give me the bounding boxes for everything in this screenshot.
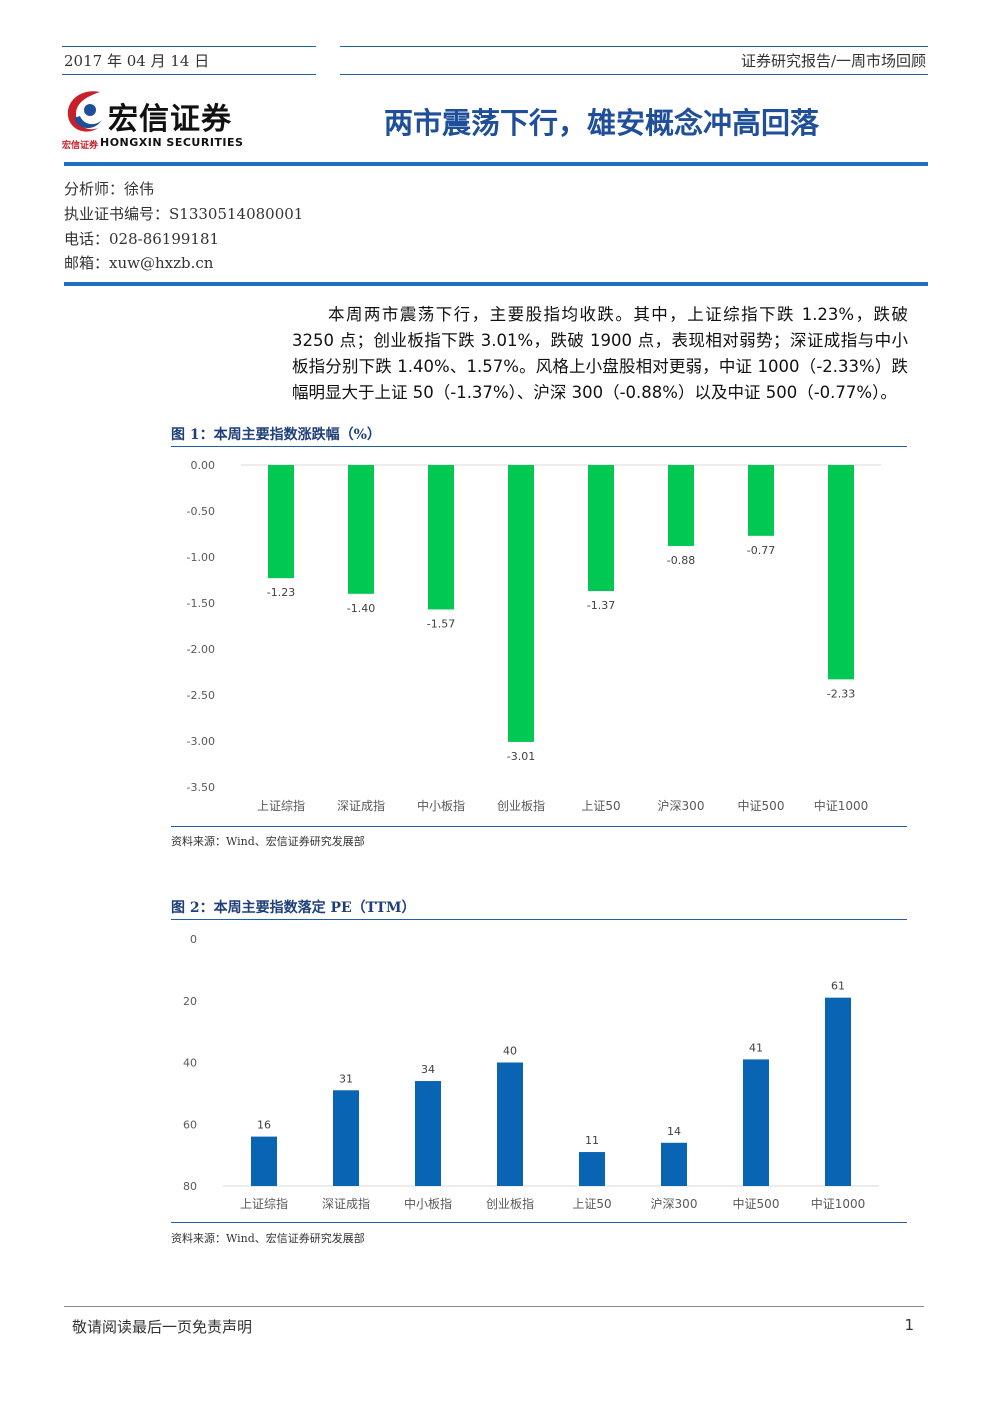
chart0-ytick: -1.00 [187, 551, 215, 564]
chart1-bar [579, 1152, 605, 1186]
chart0-bar [348, 465, 374, 594]
analyst-divider [64, 282, 928, 286]
chart1-bar [333, 1090, 359, 1186]
company-logo-icon [67, 91, 102, 132]
chart0-value-label: -3.01 [507, 750, 535, 763]
chart0-ytick: -2.00 [187, 643, 215, 656]
chart1-value-label: 14 [667, 1125, 681, 1138]
chart0-category-label: 中证1000 [814, 798, 869, 813]
figure2-chart: 0 20 40 60 80 16 上证综指 31 深证成指 34 中小板指 40 创业板指 11 上证50 1… [183, 933, 879, 1211]
chart0-value-label: -0.88 [667, 554, 695, 567]
chart1-bar [661, 1142, 687, 1186]
chart1-value-label: 61 [831, 980, 845, 993]
chart0-category-label: 中小板指 [417, 798, 465, 813]
chart0-bar [668, 465, 694, 546]
chart1-value-label: 34 [421, 1063, 435, 1076]
header-divider-right-bottom [340, 74, 928, 75]
chart0-ytick: 0.00 [191, 459, 216, 472]
company-name-small: 宏信证券 [62, 141, 99, 151]
header-divider-right [340, 46, 928, 47]
chart1-category-label: 上证综指 [240, 1196, 288, 1211]
chart1-category-label: 上证50 [572, 1197, 611, 1211]
chart0-value-label: -1.23 [267, 586, 295, 599]
chart0-category-label: 上证50 [581, 799, 620, 813]
chart1-value-label: 16 [257, 1119, 271, 1132]
chart1-category-label: 沪深300 [651, 1197, 698, 1211]
figure2-title: 图 2：本周主要指数落定 PE（TTM） [171, 900, 416, 916]
analyst-email: 邮箱：xuw@hxzb.cn [64, 254, 214, 272]
analyst-name: 分析师：徐伟 [64, 180, 155, 198]
chart1-value-label: 41 [749, 1041, 763, 1054]
report-date: 2017 年 04 月 14 日 [64, 52, 210, 70]
chart0-category-label: 沪深300 [658, 799, 705, 813]
chart1-category-label: 深证成指 [322, 1196, 370, 1211]
company-name: 宏信证券 [108, 102, 232, 137]
figure1-title: 图 1：本周主要指数涨跌幅（%） [171, 427, 381, 443]
chart1-bar [415, 1081, 441, 1186]
report-type: 证券研究报告/一周市场回顾 [740, 52, 926, 70]
chart1-ytick: 40 [183, 1057, 197, 1070]
page-number: 1 [904, 1316, 914, 1334]
analyst-cert: 执业证书编号：S1330514080001 [64, 205, 304, 223]
chart0-ytick: -0.50 [187, 505, 215, 518]
chart0-ytick: -1.50 [187, 597, 215, 610]
figure2-source: 资料来源：Wind、宏信证券研究发展部 [171, 1232, 365, 1245]
summary-paragraph: 本周两市震荡下行，主要股指均收跌。其中，上证综指下跌 1.23%，跌破 3250… [292, 305, 908, 402]
chart0-bar [508, 465, 534, 742]
chart0-category-label: 中证500 [738, 798, 785, 813]
header-divider-left-bottom [62, 74, 316, 75]
chart1-ytick: 20 [183, 995, 197, 1008]
chart1-bar [497, 1062, 523, 1186]
analyst-phone: 电话：028-86199181 [64, 230, 220, 248]
chart1-value-label: 11 [585, 1134, 599, 1147]
chart0-category-label: 上证综指 [257, 798, 305, 813]
chart0-ytick: -3.50 [187, 781, 215, 794]
chart0-bar [428, 465, 454, 610]
chart1-ytick: 80 [183, 1180, 197, 1193]
chart0-bar [828, 465, 854, 680]
chart0-value-label: -1.37 [587, 599, 615, 612]
chart1-category-label: 中小板指 [404, 1196, 452, 1211]
figure2-bottom-line [171, 1222, 907, 1223]
chart0-bar [268, 465, 294, 579]
header-divider-left [62, 46, 316, 47]
report-title: 两市震荡下行，雄安概念冲高回落 [384, 106, 820, 140]
chart0-value-label: -1.57 [427, 617, 455, 630]
figure1-top-line [171, 446, 907, 447]
chart0-value-label: -0.77 [747, 544, 775, 557]
chart0-bar [588, 465, 614, 592]
chart1-ytick: 60 [183, 1118, 197, 1131]
chart1-category-label: 中证1000 [811, 1196, 866, 1211]
disclaimer-link[interactable]: 敬请阅读最后一页免责声明 [72, 1318, 253, 1336]
chart0-value-label: -2.33 [827, 687, 855, 700]
figure2-top-line [171, 919, 907, 920]
title-divider [64, 162, 928, 166]
chart0-category-label: 深证成指 [337, 798, 385, 813]
chart1-bar [743, 1059, 769, 1186]
chart1-bar [251, 1136, 277, 1186]
footer-divider [64, 1306, 924, 1307]
chart0-ytick: -2.50 [187, 689, 215, 702]
chart1-category-label: 创业板指 [486, 1196, 534, 1211]
chart1-value-label: 31 [339, 1072, 353, 1085]
chart1-ytick: 0 [190, 933, 197, 946]
chart0-ytick: -3.00 [187, 735, 215, 748]
chart0-value-label: -1.40 [347, 602, 375, 615]
chart0-category-label: 创业板指 [497, 798, 545, 813]
chart0-bar [748, 465, 774, 536]
chart1-bar [825, 997, 851, 1186]
figure1-chart: 0.00 -0.50 -1.00 -1.50 -2.00 -2.50 -3.00 -3.50 -… [187, 459, 881, 813]
figure1-source: 资料来源：Wind、宏信证券研究发展部 [171, 835, 365, 848]
company-name-english: HONGXIN SECURITIES [100, 136, 244, 149]
chart1-value-label: 40 [503, 1045, 517, 1058]
chart1-category-label: 中证500 [733, 1196, 780, 1211]
figure1-bottom-line [171, 826, 907, 827]
